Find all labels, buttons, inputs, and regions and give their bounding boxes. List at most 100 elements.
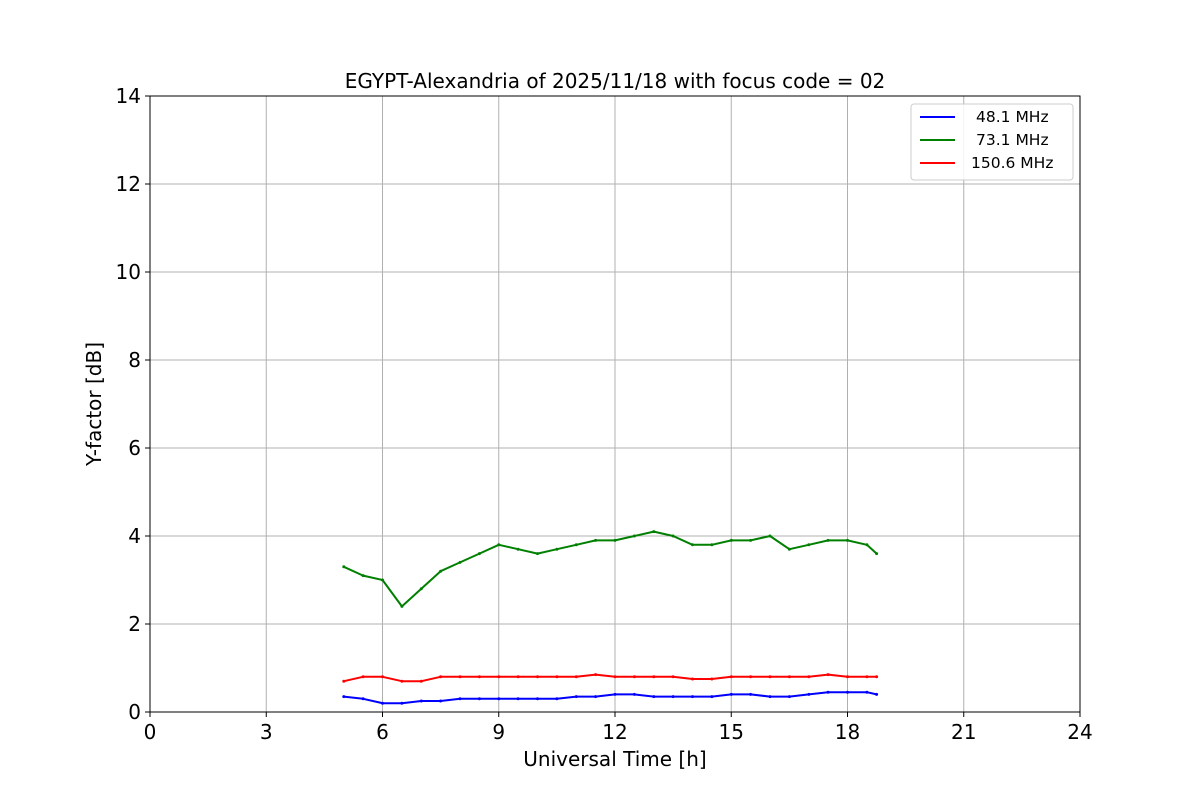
x-tick-label: 9	[492, 720, 505, 744]
series-1-point	[419, 587, 423, 591]
series-0-point	[361, 697, 365, 701]
series-2-point	[875, 675, 879, 679]
series-1-point	[458, 560, 462, 564]
series-2-point	[516, 675, 520, 679]
series-0-point	[865, 690, 869, 694]
series-2-point	[691, 677, 694, 681]
series-0-point	[439, 699, 443, 703]
series-2-point	[768, 675, 772, 679]
series-0-point	[671, 695, 675, 699]
series-0-point	[826, 690, 830, 694]
series-2-point	[613, 675, 617, 679]
x-tick-label: 21	[951, 720, 976, 744]
series-1-point	[710, 543, 714, 547]
series-1-point	[361, 574, 365, 578]
series-2-point	[555, 675, 559, 679]
chart-title: EGYPT-Alexandria of 2025/11/18 with focu…	[345, 69, 886, 93]
series-0-point	[555, 697, 559, 701]
series-2-point	[594, 673, 598, 677]
series-1-point	[691, 543, 694, 547]
series-0-point	[875, 692, 879, 696]
y-tick-label: 2	[128, 612, 141, 636]
series-1-point	[652, 530, 656, 534]
series-0-point	[768, 695, 772, 699]
series-1-point	[381, 578, 384, 582]
series-1-point	[865, 543, 869, 547]
series-0-point	[613, 692, 617, 696]
series-1-point	[400, 604, 404, 608]
x-tick-label: 18	[835, 720, 860, 744]
series-1-point	[768, 534, 772, 538]
series-1-point	[555, 547, 559, 551]
series-2-point	[846, 675, 849, 679]
x-tick-label: 24	[1067, 720, 1092, 744]
y-axis-title: Y-factor [dB]	[82, 342, 106, 467]
series-1-point	[439, 569, 443, 573]
series-2-point	[342, 679, 346, 683]
series-0-point	[691, 695, 694, 699]
series-2-point	[865, 675, 869, 679]
series-0-point	[419, 699, 423, 703]
y-tick-label: 6	[128, 436, 141, 460]
series-2-point	[477, 675, 481, 679]
series-0-point	[381, 701, 384, 705]
legend-label-150-mhz: 150.6 MHz	[971, 154, 1053, 172]
series-0-point	[632, 692, 636, 696]
series-2-point	[652, 675, 656, 679]
series-0-point	[400, 701, 404, 705]
series-0-point	[807, 692, 811, 696]
series-0-point	[652, 695, 656, 699]
series-0-point	[710, 695, 714, 699]
series-2-point	[787, 675, 791, 679]
series-1-point	[516, 547, 520, 551]
x-tick-label: 6	[376, 720, 389, 744]
series-2-point	[419, 679, 423, 683]
series-2-point	[826, 673, 830, 677]
series-1-point	[787, 547, 791, 551]
series-2-point	[458, 675, 462, 679]
series-0-point	[497, 697, 501, 701]
series-1-point	[613, 538, 617, 542]
series-2-point	[807, 675, 811, 679]
y-tick-label: 8	[128, 348, 141, 372]
series-0-point	[729, 692, 733, 696]
legend-label-48-mhz: 48.1 MHz	[976, 108, 1049, 126]
legend-box	[910, 103, 1074, 181]
series-2-point	[497, 675, 501, 679]
series-0-point	[594, 695, 598, 699]
legend-label-73-mhz: 73.1 MHz	[976, 131, 1049, 149]
x-tick-label: 3	[260, 720, 273, 744]
series-2-point	[381, 675, 384, 679]
y-tick-label: 10	[116, 260, 141, 284]
series-2-point	[439, 675, 443, 679]
series-0-point	[574, 695, 578, 699]
series-0-point	[342, 695, 346, 699]
series-0-point	[749, 692, 753, 696]
series-1-point	[594, 538, 598, 542]
x-axis-title: Universal Time [h]	[523, 747, 706, 771]
series-2-point	[632, 675, 636, 679]
series-2-point	[574, 675, 578, 679]
series-1-point	[497, 543, 501, 547]
series-1-point	[574, 543, 578, 547]
series-0-point	[846, 690, 849, 694]
series-1-point	[846, 538, 849, 542]
series-1-point	[749, 538, 753, 542]
plot-area	[342, 530, 879, 705]
series-1-point	[477, 552, 481, 556]
series-2-point	[536, 675, 539, 679]
series-2-point	[671, 675, 675, 679]
y-tick-label: 12	[116, 172, 141, 196]
x-tick-label: 0	[144, 720, 157, 744]
series-1-point	[671, 534, 675, 538]
series-1-point	[875, 552, 879, 556]
series-1-point	[807, 543, 811, 547]
y-tick-label: 0	[128, 700, 141, 724]
series-2-point	[400, 679, 404, 683]
series-0-point	[536, 697, 539, 701]
series-2-point	[729, 675, 733, 679]
legend: 48.1 MHz 73.1 MHz 150.6 MHz	[910, 103, 1074, 181]
series-0-point	[516, 697, 520, 701]
